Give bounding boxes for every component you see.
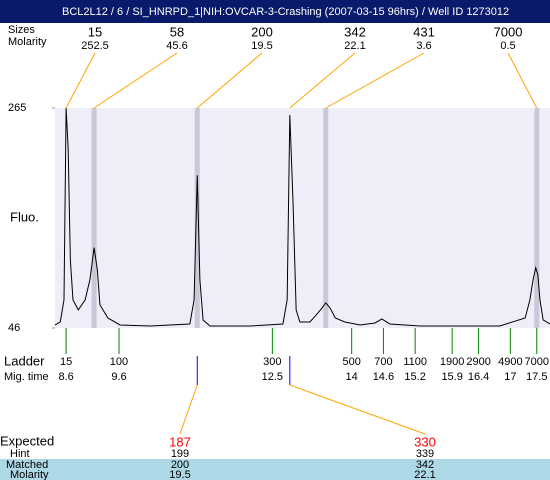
peak-band [194, 108, 200, 328]
peak-molarity: 45.6 [166, 40, 187, 52]
peak-size: 200 [251, 24, 273, 39]
ladder-mig-time: 8.6 [58, 371, 73, 383]
ladder-size: 2900 [466, 356, 490, 368]
ladder-mig-time: 12.5 [262, 371, 283, 383]
ladder-mig-time: 16.4 [468, 371, 489, 383]
ladder-mig-time: 9.6 [111, 371, 126, 383]
expected-row-label: Expected [0, 433, 54, 448]
matched-molarity: 19.5 [169, 469, 190, 480]
peak-connector [65, 52, 96, 109]
matched-molarity: 22.1 [414, 469, 435, 480]
hint-size: 199 [171, 448, 189, 460]
ladder-size: 500 [343, 356, 361, 368]
y-tick-label: 46 [8, 322, 20, 334]
peak-molarity: 252.5 [81, 40, 109, 52]
peak-connector [325, 52, 425, 109]
ladder-size: 7000 [525, 356, 549, 368]
ladder-label: Mig. time [4, 371, 49, 383]
peak-connector [93, 52, 178, 109]
trace [54, 107, 550, 327]
ladder-size: 100 [110, 356, 128, 368]
expected-row-label: Hint [10, 448, 30, 460]
peak-size: 58 [170, 24, 184, 39]
peak-band [323, 108, 329, 328]
ladder-mig-time: 14 [346, 371, 358, 383]
peak-connector [507, 52, 538, 109]
y-tick-label: 265 [8, 102, 26, 114]
expected-row-label: Molarity [10, 469, 49, 480]
y-axis-label: Fluo. [10, 209, 39, 224]
expected-connector [179, 384, 198, 435]
title: BCL2L12 / 6 / SI_HNRPD_1|NIH:OVCAR-3-Cra… [62, 6, 509, 18]
hint-size: 339 [416, 448, 434, 460]
ladder-size: 15 [60, 356, 72, 368]
ladder-size: 1100 [403, 356, 427, 368]
ladder-size: 1900 [440, 356, 464, 368]
peak-connector [196, 52, 263, 109]
peak-molarity: 0.5 [500, 40, 515, 52]
ladder-mig-time: 17.5 [526, 371, 547, 383]
expected-size: 330 [414, 434, 436, 449]
ladder-size: 4900 [498, 356, 522, 368]
ladder-size: 700 [374, 356, 392, 368]
ladder-mig-time: 14.6 [373, 371, 394, 383]
expected-size: 187 [169, 434, 191, 449]
ladder-mig-time: 15.2 [404, 371, 425, 383]
peak-molarity: 3.6 [416, 40, 431, 52]
title-bar [0, 0, 550, 23]
matched-size: 342 [416, 459, 434, 471]
peaks-row-label: Molarity [8, 36, 47, 48]
ladder-mig-time: 17 [504, 371, 516, 383]
peak-molarity: 19.5 [251, 40, 272, 52]
matched-size: 200 [171, 459, 189, 471]
ladder-size: 300 [263, 356, 281, 368]
peak-size: 431 [413, 24, 435, 39]
peak-size: 342 [344, 24, 366, 39]
peak-molarity: 22.1 [344, 40, 365, 52]
peak-size: 7000 [494, 24, 523, 39]
expected-row-label: Matched [6, 459, 48, 471]
plot-area [55, 108, 550, 328]
ladder-label: Ladder [4, 353, 45, 368]
peak-connector [289, 52, 356, 109]
peak-size: 15 [88, 24, 102, 39]
expected-connector [289, 384, 426, 435]
matched-row-band [0, 459, 550, 480]
peak-band [91, 108, 97, 328]
peaks-row-label: Sizes [8, 24, 35, 36]
ladder-mig-time: 15.9 [441, 371, 462, 383]
peak-band [534, 108, 540, 328]
